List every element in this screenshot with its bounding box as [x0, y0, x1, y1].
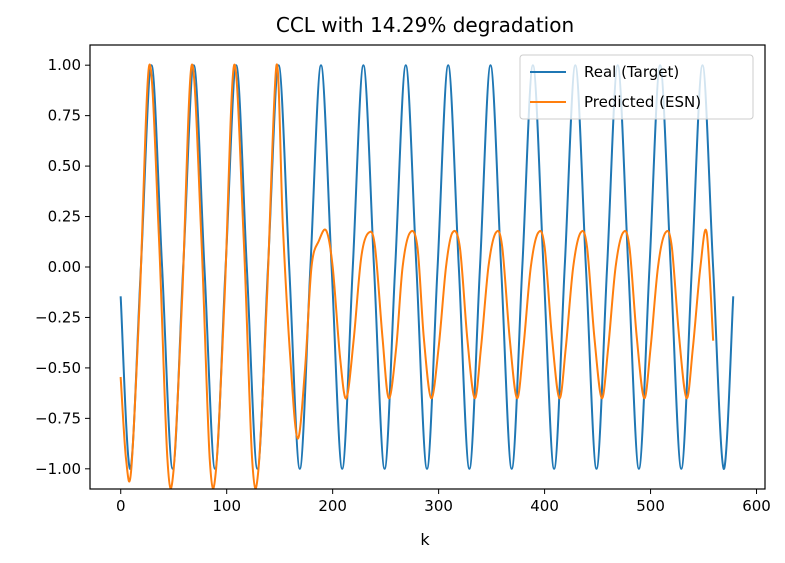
x-tick-label: 600 — [742, 497, 771, 515]
y-tick-label: −0.50 — [35, 359, 81, 377]
legend: Real (Target) Predicted (ESN) — [519, 54, 754, 120]
x-tick-label: 200 — [318, 497, 347, 515]
x-axis: 0 100 200 300 400 500 600 — [116, 489, 771, 515]
y-tick-label: 0.00 — [48, 258, 81, 276]
y-tick-label: 0.75 — [48, 107, 81, 125]
chart-title: CCL with 14.29% degradation — [276, 13, 574, 37]
y-tick-label: 0.50 — [48, 157, 81, 175]
y-tick-label: 1.00 — [48, 56, 81, 74]
legend-label-1: Real (Target) — [584, 63, 679, 81]
y-axis: −1.00 −0.75 −0.50 −0.25 0.00 0.25 0.50 0.75 1.00 — [35, 56, 90, 478]
y-tick-label: −0.75 — [35, 409, 81, 427]
x-tick-label: 100 — [212, 497, 241, 515]
y-tick-label: −1.00 — [35, 460, 81, 478]
y-tick-label: 0.25 — [48, 208, 81, 226]
x-tick-label: 300 — [424, 497, 453, 515]
legend-box — [519, 54, 754, 120]
x-axis-label: k — [420, 530, 430, 549]
x-tick-label: 500 — [636, 497, 665, 515]
series-line-2 — [119, 63, 715, 490]
x-tick-label: 0 — [116, 497, 126, 515]
legend-label-2: Predicted (ESN) — [584, 93, 701, 111]
y-tick-label: −0.25 — [35, 308, 81, 326]
x-tick-label: 400 — [530, 497, 559, 515]
